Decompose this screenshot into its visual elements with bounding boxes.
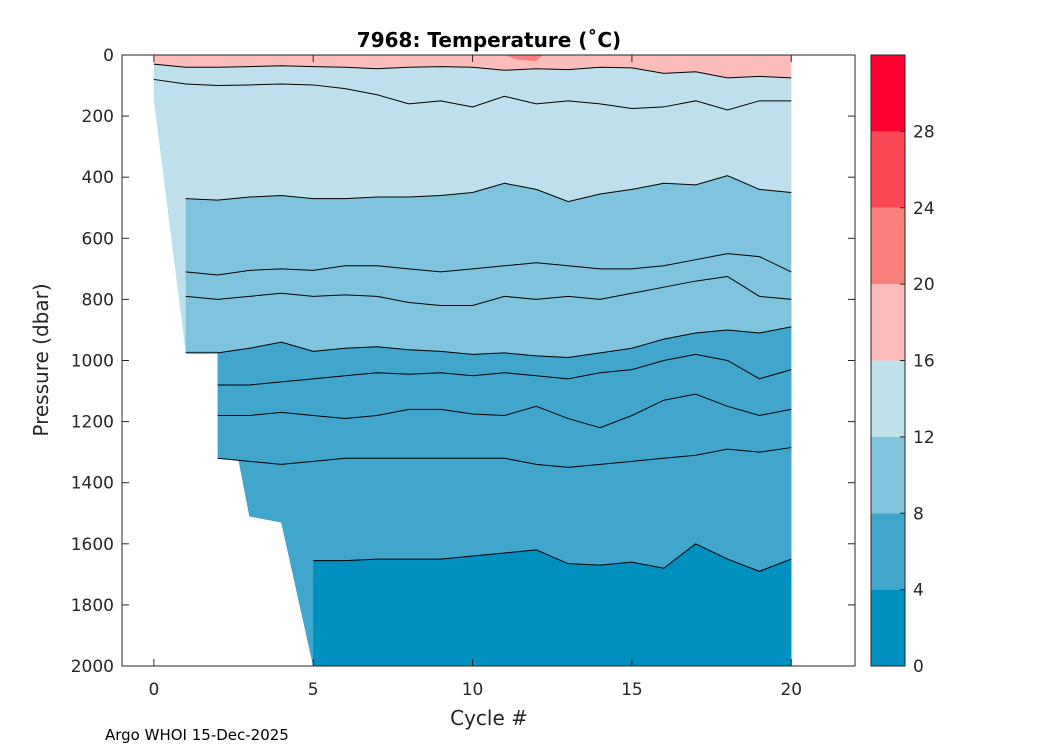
band-16-20-fill-deep [631, 55, 757, 69]
colorbar-band-20-24 [871, 207, 905, 285]
colorbar-tick-label-28: 28 [913, 122, 935, 142]
band-20-24-fill [504, 55, 543, 62]
y-tick-label-1800: 1800 [71, 596, 114, 616]
y-tick-label-1600: 1600 [71, 535, 114, 555]
colorbar-tick-label-4: 4 [913, 581, 924, 601]
plot-area [121, 54, 856, 667]
contour-line-layer [153, 63, 792, 572]
colorbar-tick-label-12: 12 [913, 428, 935, 448]
x-tick-label-5: 5 [308, 680, 319, 700]
colorbar-band-8-12 [871, 436, 905, 514]
x-tick-label-0: 0 [148, 680, 159, 700]
chart-title: 7968: Temperature (˚C) [357, 28, 621, 52]
contour-line-9 [185, 275, 792, 307]
contour-line-6 [217, 393, 792, 429]
x-axis: 0 5 10 15 20 [148, 55, 802, 700]
y-tick-label-1000: 1000 [71, 352, 114, 372]
x-tick-label-10: 10 [462, 680, 484, 700]
y-tick-label-600: 600 [82, 229, 114, 249]
contour-line-12 [185, 175, 792, 203]
colorbar-tick-label-0: 0 [913, 657, 924, 677]
colorbar-tick-label-20: 20 [913, 275, 935, 295]
colorbar-tick-label-16: 16 [913, 352, 935, 372]
y-tick-label-1400: 1400 [71, 474, 114, 494]
y-tick-label-400: 400 [82, 168, 114, 188]
colorbar: 0 4 8 12 16 20 24 28 [870, 54, 935, 677]
y-tick-label-0: 0 [103, 46, 114, 66]
contour-line-4 [313, 543, 792, 572]
y-tick-label-800: 800 [82, 290, 114, 310]
contour-line-16 [153, 63, 792, 79]
colorbar-band-0-4 [871, 589, 905, 666]
y-axis-label: Pressure (dbar) [29, 283, 53, 436]
x-axis-label: Cycle # [450, 706, 528, 730]
y-tick-label-1200: 1200 [71, 413, 114, 433]
x-tick-label-15: 15 [621, 680, 643, 700]
colorbar-band-4-8 [871, 513, 905, 590]
contour-line-5 [217, 447, 792, 468]
y-axis: 0 200 400 600 800 1000 1200 1400 1600 1800 2000 [71, 46, 855, 677]
colorbar-band-28-32 [871, 55, 905, 132]
band-below-4-fill [313, 543, 792, 666]
contour-line-10 [185, 253, 792, 276]
y-tick-label-2000: 2000 [71, 657, 114, 677]
contour-line-7 [217, 353, 792, 386]
y-tick-label-200: 200 [82, 107, 114, 127]
colorbar-band-12-16 [871, 360, 905, 437]
colorbar-tick-label-24: 24 [913, 199, 935, 219]
colorbar-band-16-20 [871, 284, 905, 361]
footer-credit: Argo WHOI 15-Dec-2025 [105, 726, 289, 744]
x-tick-label-20: 20 [780, 680, 802, 700]
contour-fill-layer [153, 55, 792, 667]
colorbar-band-24-28 [871, 131, 905, 208]
contour-line-14 [153, 78, 792, 111]
colorbar-tick-label-8: 8 [913, 504, 924, 524]
contour-line-8 [185, 326, 792, 358]
